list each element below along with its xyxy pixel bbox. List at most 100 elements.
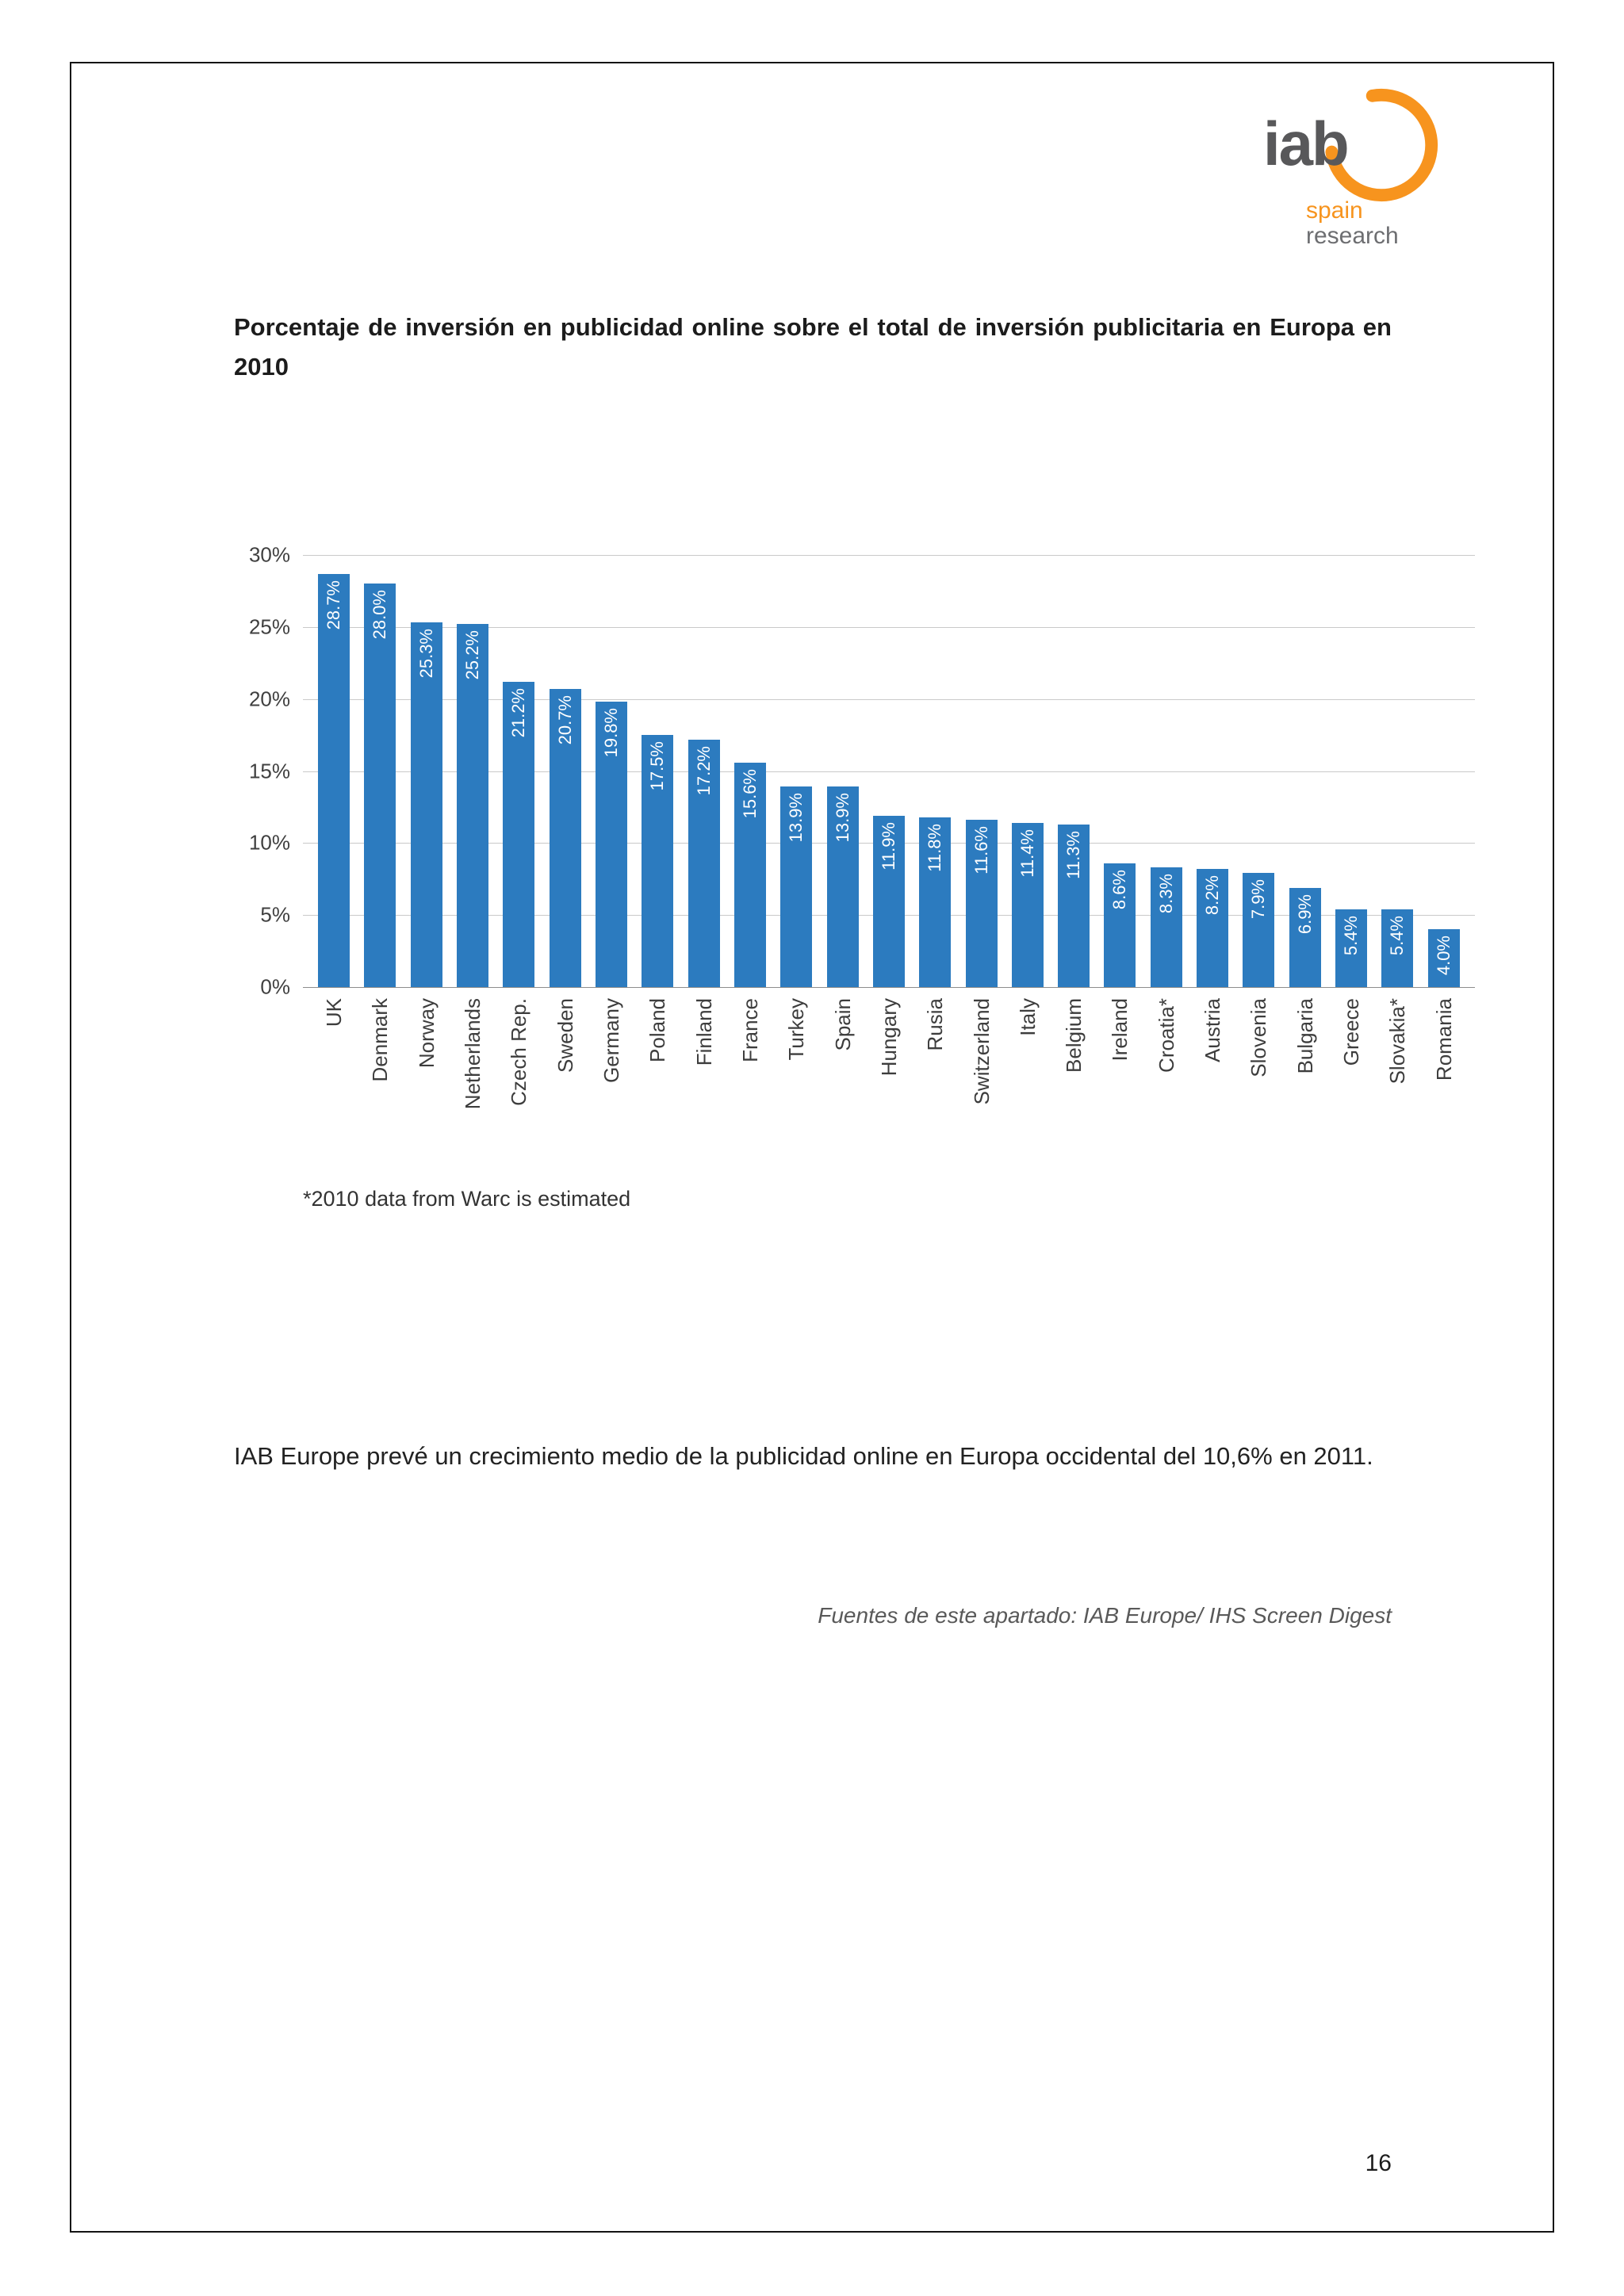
bar-value-label: 5.4% (1387, 915, 1408, 956)
y-axis-tick-label: 5% (260, 902, 290, 927)
bar-uk: 28.7% (318, 573, 350, 987)
bar-value-label: 15.6% (739, 768, 760, 818)
bar-value-label: 4.0% (1433, 936, 1454, 976)
bar-chart: 30% 25% 20% 15% 10% 5% 0% 28.7% 28.0% 25.3% 25.2%… (238, 543, 1475, 1211)
category-label: Spain (830, 998, 855, 1051)
category-label: Poland (645, 998, 670, 1062)
y-axis-tick-label: 25% (248, 614, 290, 639)
gridline (303, 698, 1475, 700)
bar-value-label: 11.8% (925, 823, 945, 872)
bar-value-label: 20.7% (554, 695, 575, 745)
bars-row: 28.7% 28.0% 25.3% 25.2% 21.2% 20.7% 19.8% 17.5%… (303, 555, 1475, 987)
category-label: Netherlands (461, 998, 485, 1110)
category-slot: Ireland (1097, 987, 1143, 1160)
category-slot: Czech Rep. (496, 987, 542, 1160)
bar-value-label: 5.4% (1341, 915, 1362, 956)
category-label: Bulgaria (1293, 998, 1317, 1074)
bar-czech-rep: 21.2% (503, 681, 535, 987)
category-label: Norway (414, 998, 439, 1069)
bar-slot: 15.6% (727, 555, 773, 987)
category-slot: Poland (634, 987, 680, 1160)
bar-finland: 17.2% (688, 739, 720, 987)
bar-slovenia: 7.9% (1243, 873, 1275, 987)
bar-slot: 13.9% (773, 555, 819, 987)
bar-value-label: 28.7% (324, 580, 344, 630)
bar-slot: 11.4% (1005, 555, 1051, 987)
bar-slot: 8.3% (1143, 555, 1189, 987)
category-slot: Netherlands (450, 987, 496, 1160)
category-slot: Spain (819, 987, 865, 1160)
category-slot: Austria (1189, 987, 1235, 1160)
bar-value-label: 11.4% (1017, 828, 1037, 878)
category-slot: France (727, 987, 773, 1160)
bar-value-label: 21.2% (508, 687, 529, 738)
bar-slot: 28.7% (311, 555, 357, 987)
category-label: Belgium (1062, 998, 1086, 1073)
bar-slot: 17.5% (634, 555, 680, 987)
bar-romania: 4.0% (1427, 929, 1460, 987)
y-axis-tick-label: 15% (248, 759, 290, 783)
chart-footnote: *2010 data from Warc is estimated (303, 1187, 631, 1211)
bar-ireland: 8.6% (1104, 863, 1136, 987)
category-slot: Denmark (357, 987, 403, 1160)
bar-value-label: 7.9% (1248, 879, 1269, 920)
bar-value-label: 11.9% (878, 821, 898, 871)
category-slot: Turkey (773, 987, 819, 1160)
category-label: Finland (691, 998, 716, 1066)
plot-wrap: 30% 25% 20% 15% 10% 5% 0% 28.7% 28.0% 25.3% 25.2%… (249, 543, 1475, 999)
logo-subtitle-spain: spain (1306, 197, 1363, 224)
bar-switzerland: 11.6% (965, 820, 998, 987)
logo-arc-icon (1324, 88, 1438, 202)
bar-denmark: 28.0% (364, 584, 396, 987)
bar-slot: 5.4% (1328, 555, 1374, 987)
bar-poland: 17.5% (642, 735, 674, 987)
category-slot: Croatia* (1143, 987, 1189, 1160)
iab-logo: iab spain research (1257, 88, 1438, 248)
bar-norway: 25.3% (410, 622, 442, 987)
category-axis: UK Denmark Norway Netherlands Czech Rep. Swed… (303, 987, 1475, 1160)
bar-greece: 5.4% (1335, 909, 1368, 987)
bar-rusia: 11.8% (919, 817, 952, 987)
bar-value-label: 8.6% (1109, 869, 1130, 909)
category-slot: Finland (681, 987, 727, 1160)
category-label: Sweden (553, 998, 577, 1073)
gridline (303, 771, 1475, 772)
bar-slot: 20.7% (542, 555, 588, 987)
bar-slot: 11.3% (1051, 555, 1097, 987)
y-axis-tick-label: 0% (260, 974, 290, 999)
bar-spain: 13.9% (826, 786, 859, 987)
bar-value-label: 17.2% (693, 745, 714, 795)
bar-slot: 8.2% (1189, 555, 1235, 987)
category-label: Rusia (923, 998, 948, 1051)
bar-slot: 17.2% (681, 555, 727, 987)
category-label: Italy (1015, 998, 1040, 1036)
category-slot: Slovakia* (1374, 987, 1420, 1160)
bar-belgium: 11.3% (1058, 824, 1090, 987)
bar-value-label: 28.0% (370, 590, 390, 640)
bar-slot: 6.9% (1282, 555, 1328, 987)
gridline (303, 987, 1475, 988)
y-axis-tick-label: 10% (248, 830, 290, 855)
bar-slovakia: 5.4% (1381, 909, 1414, 987)
bar-austria: 8.2% (1197, 869, 1229, 987)
bar-value-label: 11.6% (971, 826, 991, 875)
category-slot: Switzerland (958, 987, 1004, 1160)
category-label: Greece (1339, 998, 1364, 1066)
category-label: Ireland (1108, 998, 1132, 1062)
bar-croatia: 8.3% (1150, 867, 1182, 987)
bar-slot: 25.3% (404, 555, 450, 987)
category-slot: Slovenia (1235, 987, 1281, 1160)
category-label: UK (322, 998, 347, 1027)
bar-slot: 11.8% (912, 555, 958, 987)
figure-title: Porcentaje de inversión en publicidad on… (234, 313, 1392, 381)
y-axis-tick-label: 20% (248, 687, 290, 711)
bar-slot: 11.6% (958, 555, 1004, 987)
bar-germany: 19.8% (596, 702, 628, 987)
logo-wordmark: iab (1263, 109, 1350, 178)
category-slot: Romania (1421, 987, 1467, 1160)
logo-subtitle-research: research (1306, 222, 1399, 249)
bar-slot: 25.2% (450, 555, 496, 987)
category-label: Germany (599, 998, 624, 1083)
bar-netherlands: 25.2% (457, 624, 489, 987)
iab-logo-mark: iab (1257, 88, 1438, 202)
